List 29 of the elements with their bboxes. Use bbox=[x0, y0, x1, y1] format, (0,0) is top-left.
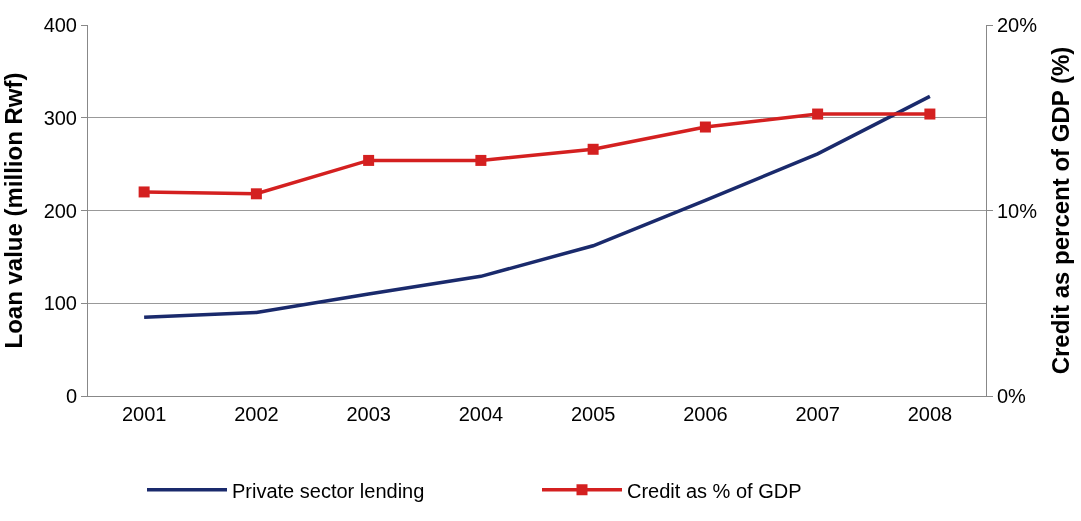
point bbox=[250, 188, 262, 200]
point bbox=[699, 121, 711, 133]
legend-label: Private sector lending bbox=[232, 479, 425, 502]
point bbox=[924, 108, 936, 120]
x-tick-label: 2006 bbox=[683, 403, 728, 425]
y-tick-label: 0 bbox=[65, 385, 77, 407]
x-tick-label: 2007 bbox=[795, 403, 840, 425]
y2-tick-label: 0% bbox=[997, 385, 1027, 407]
point bbox=[363, 154, 375, 166]
y-tick-label: 400 bbox=[43, 14, 77, 36]
x-tick-label: 2005 bbox=[570, 403, 616, 425]
y-tick-label: 300 bbox=[43, 106, 77, 129]
y-tick-label: 100 bbox=[43, 292, 77, 315]
x-tick-label: 2002 bbox=[234, 403, 279, 425]
y2-tick-label: 20% bbox=[997, 14, 1038, 36]
y-axis-title: Loan value (million Rwf) bbox=[0, 72, 27, 349]
y2-tick-label: 10% bbox=[997, 199, 1038, 222]
point bbox=[812, 108, 824, 120]
legend-label: Credit as % of GDP bbox=[627, 479, 802, 502]
point bbox=[587, 143, 599, 155]
x-tick-label: 2008 bbox=[907, 403, 953, 425]
point bbox=[475, 154, 487, 166]
y2-axis-title: Credit as percent of GDP (%) bbox=[1046, 46, 1074, 375]
x-tick-label: 2004 bbox=[458, 403, 504, 425]
x-tick-label: 2003 bbox=[346, 403, 391, 425]
y-tick-label: 200 bbox=[43, 199, 77, 222]
line-series bbox=[142, 94, 932, 319]
point bbox=[138, 186, 150, 198]
x-tick-label: 2001 bbox=[121, 403, 167, 425]
